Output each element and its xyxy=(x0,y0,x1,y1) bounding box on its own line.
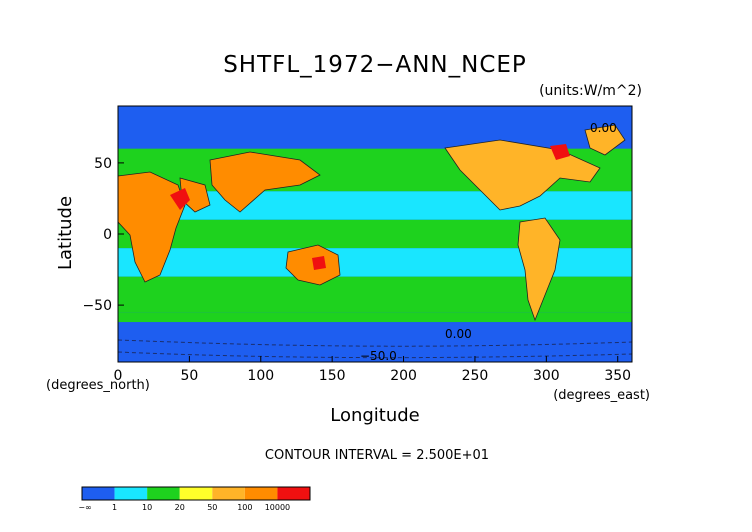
continent-australia xyxy=(285,244,341,286)
continent-asia xyxy=(209,151,321,213)
continents xyxy=(118,124,626,322)
colorbar-frame xyxy=(81,486,311,501)
colorbar-bin-1 xyxy=(114,487,148,500)
field-band-8 xyxy=(118,312,632,323)
x-tick-label-6: 300 xyxy=(533,368,560,384)
colorbar-bin-5 xyxy=(244,487,278,500)
y-tick-label-1: 0 xyxy=(103,227,112,243)
x-tick-label-7: 350 xyxy=(604,368,631,384)
colorbar-tick-label-1: 10 xyxy=(142,503,152,512)
units-label: (units:W/m^2) xyxy=(539,83,642,99)
x-axis-unit-note: (degrees_east) xyxy=(553,388,650,403)
hotspot-north-america xyxy=(550,144,570,160)
y-axis-label: Latitude xyxy=(55,196,76,270)
field-band-0 xyxy=(118,106,632,149)
x-tick-label-0: 0 xyxy=(114,368,123,384)
desert-sahara xyxy=(170,188,190,210)
antarctic-contours xyxy=(118,339,632,359)
colorbar-tick-label-0: 1 xyxy=(112,503,117,512)
contour-line-2 xyxy=(118,351,632,359)
colorbar-bin-4 xyxy=(212,487,245,500)
contour-label-3: −50.0 xyxy=(360,349,397,363)
colorbar-bin-2 xyxy=(147,487,180,500)
x-axis-label: Longitude xyxy=(330,405,420,426)
x-axis-ticks: 0 50 100 150 200 250 300 350 xyxy=(114,356,631,384)
hotspot-australia xyxy=(312,256,326,270)
chart-title: SHTFL_1972−ANN_NCEP xyxy=(223,52,527,78)
x-tick-label-4: 200 xyxy=(390,368,417,384)
field-band-6 xyxy=(118,276,632,298)
x-tick-label-1: 50 xyxy=(180,368,198,384)
colorbar-tick-labels: 1 10 20 50 100 10000 xyxy=(112,503,290,512)
x-tick-label-5: 250 xyxy=(462,368,489,384)
colorbar-left-label: −∞ xyxy=(78,503,91,512)
continent-greenland xyxy=(584,124,626,156)
colorbar-tick-label-4: 100 xyxy=(237,503,252,512)
colorbar-tick-label-3: 50 xyxy=(207,503,217,512)
y-tick-label-0: 50 xyxy=(94,156,112,172)
contour-label-2: 0.00 xyxy=(590,121,617,135)
x-tick-label-2: 100 xyxy=(247,368,274,384)
y-tick-label-2: −50 xyxy=(82,298,112,314)
y-axis-ticks: 50 0 −50 xyxy=(82,156,124,314)
continent-south-america xyxy=(517,217,561,322)
colorbar-bin-0 xyxy=(82,487,115,500)
y-axis-unit-note: (degrees_north) xyxy=(46,378,150,393)
colorbar-bins xyxy=(82,487,310,500)
contour-line-1 xyxy=(118,339,632,347)
colorbar-bin-6 xyxy=(277,487,310,500)
plot-area: 0.00 0.00 −50.0 xyxy=(118,106,632,363)
continent-africa xyxy=(118,171,186,283)
colorbar-bin-3 xyxy=(179,487,213,500)
colorbar-tick-label-2: 20 xyxy=(175,503,185,512)
colorbar-tick-label-5: 10000 xyxy=(265,503,290,512)
field-band-7 xyxy=(118,298,632,313)
colorbar: −∞ 1 10 20 50 100 10000 xyxy=(78,486,311,512)
x-tick-label-3: 150 xyxy=(319,368,346,384)
contour-interval-note: CONTOUR INTERVAL = 2.500E+01 xyxy=(265,448,489,463)
contour-label-1: 0.00 xyxy=(445,327,472,341)
